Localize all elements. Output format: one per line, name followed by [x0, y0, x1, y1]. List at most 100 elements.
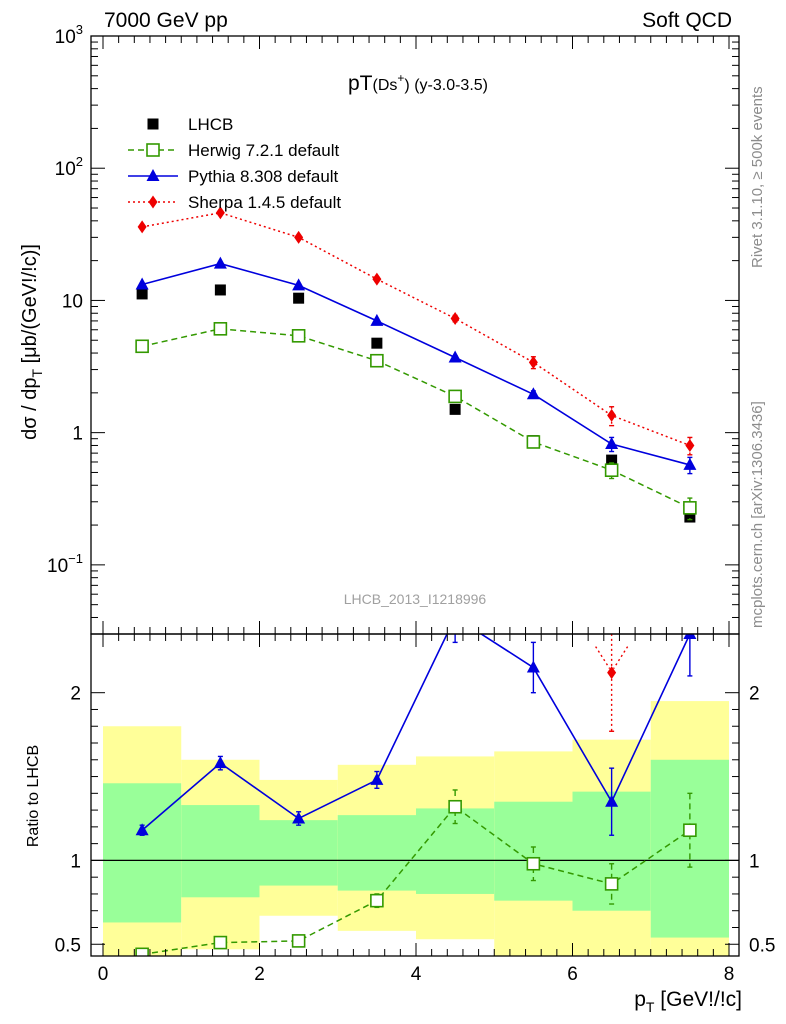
legend: LHCB Herwig 7.2.1 default Pythia 8.308 def…	[128, 115, 341, 212]
main-line-herwig	[141, 328, 691, 509]
ratio-line-herwig	[142, 805, 691, 956]
main-series-markers	[135, 206, 697, 523]
main-ytick-label-base: 1	[72, 424, 83, 445]
ratio-point-pythia-1	[213, 756, 227, 769]
ratio-point-herwig-6	[604, 877, 619, 891]
ratio-ytick-label-left: 0.5	[55, 935, 81, 956]
ratio-errorbar-herwig-5	[530, 846, 536, 882]
ratio-point-pythia-6	[605, 794, 619, 807]
title-sup: +	[397, 71, 404, 85]
x-axis-label: pT [GeV!/!c]	[634, 988, 742, 1015]
main-point-sherpa-2	[294, 230, 304, 244]
main-point-herwig-6	[604, 463, 619, 477]
ratio-point-herwig-5	[526, 856, 541, 871]
ratio-axes: 0.5 0.5 1 1 2 2 0 2 4 6 8	[55, 633, 775, 985]
legend-label-herwig: Herwig 7.2.1 default	[188, 141, 339, 160]
main-point-pythia-3	[370, 313, 384, 326]
ratio-point-pythia-3	[370, 772, 384, 785]
ratio-point-herwig-1	[213, 935, 228, 950]
main-point-sherpa-4	[450, 312, 460, 326]
ratio-point-pythia-0	[135, 823, 149, 836]
main-point-pythia-5	[526, 387, 540, 400]
title-close: )	[404, 77, 409, 94]
main-point-data-4	[449, 403, 461, 415]
legend-label-pythia: Pythia 8.308 default	[188, 167, 339, 186]
main-ytick-label-exp: 2	[76, 154, 83, 169]
ratio-point-herwig-0	[135, 947, 149, 956]
ratio-band-inner-2	[259, 820, 338, 886]
ratio-sherpa-arrow-left	[595, 646, 611, 669]
ratio-ytick-label-left: 2	[70, 684, 81, 705]
legend-marker-pythia	[146, 169, 160, 181]
main-point-pythia-4	[448, 350, 462, 363]
main-errorbar-sherpa-6	[609, 406, 615, 427]
main-point-data-7	[684, 511, 696, 523]
main-ytick-label: 103	[55, 22, 83, 48]
ratio-ytick-label-right: 0.5	[749, 935, 775, 956]
main-point-data-1	[214, 284, 226, 296]
ratio-xtick-label: 6	[567, 964, 578, 985]
ratio-band-inner-1	[181, 805, 260, 898]
main-point-data-2	[293, 292, 305, 304]
main-point-herwig-7	[683, 501, 697, 515]
ratio-series-markers	[135, 610, 697, 956]
legend-marker-sherpa	[148, 195, 158, 209]
main-series-lines	[141, 212, 691, 509]
main-point-pythia-0	[135, 277, 149, 290]
ratio-point-herwig-4	[448, 799, 462, 814]
main-ytick-label-base: 10	[62, 291, 83, 312]
ratio-xtick-label: 2	[254, 964, 265, 985]
main-ytick-label: 10−1	[47, 551, 83, 577]
ratio-point-pythia-4	[449, 610, 462, 622]
ratio-sherpa-arrow-right	[613, 646, 629, 669]
legend-label-data: LHCB	[188, 115, 233, 134]
main-point-sherpa-5	[528, 355, 538, 369]
title-sub: (Ds	[373, 77, 398, 94]
main-point-sherpa-6	[607, 408, 617, 422]
main-point-herwig-4	[448, 389, 462, 404]
main-point-sherpa-7	[685, 438, 695, 452]
ratio-xtick-label: 4	[411, 964, 422, 985]
mcplots-label: mcplots.cern.ch [arXiv:1306.3436]	[749, 401, 766, 628]
main-ytick-label-base: 10	[47, 556, 68, 577]
header-left: 7000 GeV pp	[104, 9, 228, 32]
legend-marker-data	[147, 118, 159, 130]
main-errorbar-sherpa-7	[687, 436, 693, 456]
x-label-b: [GeV!/!c]	[654, 988, 742, 1011]
ratio-series-lines	[141, 634, 691, 956]
main-y-axis-label: dσ / dpT [μb/(GeV!/!c)]	[19, 244, 45, 440]
ratio-frame	[90, 633, 740, 957]
main-y-label-sub: T	[29, 369, 45, 378]
ratio-point-herwig-2	[291, 934, 306, 948]
header-right: Soft QCD	[642, 9, 732, 32]
ratio-errorbar-sherpa-6	[609, 634, 615, 732]
main-point-pythia-2	[292, 278, 306, 291]
main-point-pythia-1	[213, 256, 227, 269]
main-point-herwig-2	[291, 329, 306, 343]
ratio-point-pythia-2	[292, 811, 306, 824]
ratio-errorbar-herwig-7	[687, 792, 693, 868]
ratio-point-sherpa-6	[607, 666, 617, 680]
main-point-pythia-6	[605, 437, 619, 450]
ratio-ytick-label-right: 1	[749, 851, 760, 872]
legend-label-sherpa: Sherpa 1.4.5 default	[188, 193, 341, 212]
ratio-ytick-label-right: 2	[749, 684, 760, 705]
main-ytick-label-exp: 3	[76, 22, 83, 37]
ratio-y-axis-label: Ratio to LHCB	[25, 745, 42, 847]
main-point-sherpa-1	[215, 206, 225, 220]
main-ytick-label-base: 10	[55, 27, 76, 48]
main-point-herwig-3	[370, 353, 384, 368]
main-point-sherpa-0	[137, 220, 147, 234]
main-ytick-label: 10	[62, 291, 83, 312]
main-point-pythia-7	[683, 457, 697, 470]
ratio-ytick-label-left: 1	[70, 851, 81, 872]
main-point-herwig-5	[526, 435, 541, 449]
ratio-xtick-label: 0	[98, 964, 109, 985]
ratio-point-herwig-3	[370, 893, 384, 908]
ratio-point-pythia-5	[526, 660, 540, 673]
main-y-label-a: dσ / dp	[19, 378, 41, 440]
main-point-herwig-1	[213, 322, 228, 336]
main-y-label-b: [μb/(GeV!/!c)]	[19, 244, 41, 369]
main-point-data-3	[371, 337, 383, 349]
